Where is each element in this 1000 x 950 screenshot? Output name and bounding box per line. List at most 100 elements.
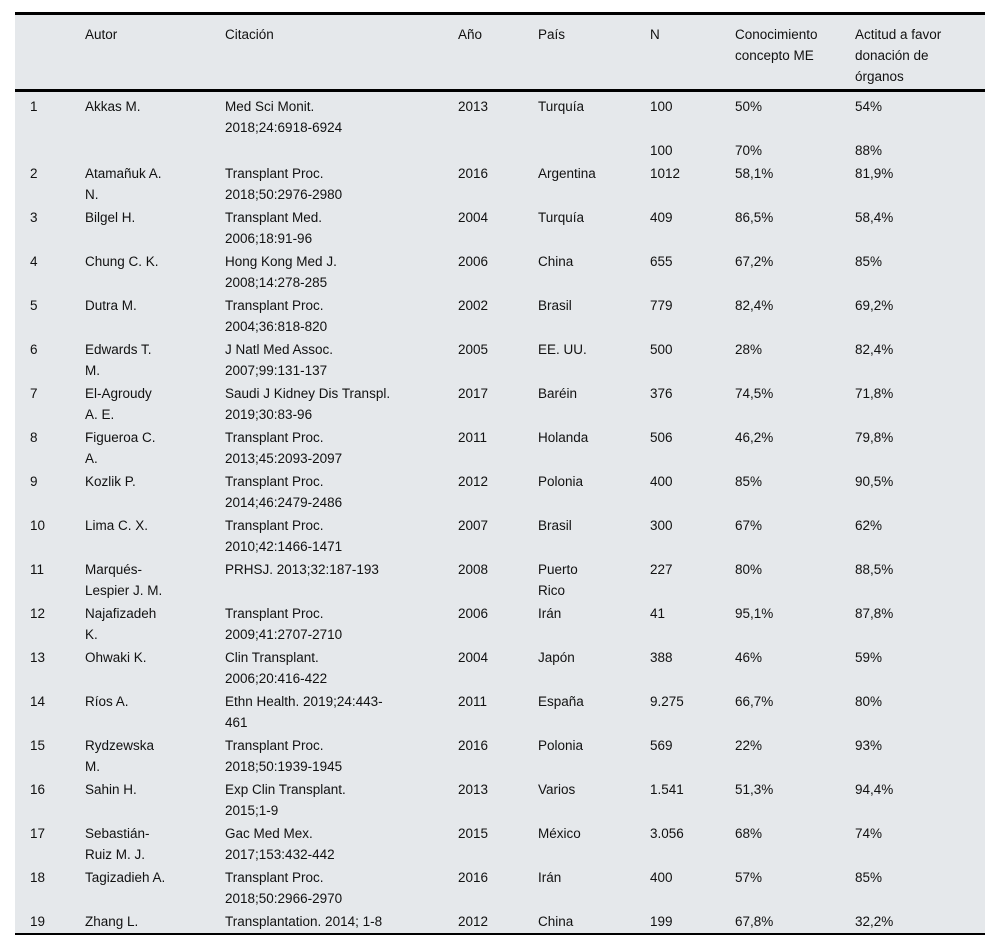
cell-actitud: 94,4% xyxy=(855,782,894,797)
cell-conocimiento: 28% xyxy=(735,342,763,357)
cell-n: 3.056 xyxy=(650,826,684,841)
cell-pais: Irán xyxy=(538,606,562,621)
cell-ano: 2004 xyxy=(458,650,489,665)
cell-pais xyxy=(538,139,650,162)
cell-pais: China xyxy=(538,914,574,929)
cell-n: 409 xyxy=(650,210,673,225)
cell-conocimiento: 67,2% xyxy=(735,254,774,269)
cell-conocimiento: 80% xyxy=(735,562,763,577)
cell-citacion: Transplant Med. 2006;18:91-96 xyxy=(225,210,323,246)
column-header-actitud: Actitud a favor donación de órganos xyxy=(855,13,985,92)
cell-citacion: Transplant Proc. 2018;50:2966-2970 xyxy=(225,870,343,906)
cell-autor: El-Agroudy A. E. xyxy=(85,386,152,422)
cell-num xyxy=(15,139,85,162)
cell-conocimiento: 58,1% xyxy=(735,166,774,181)
table-row: 17 Sebastián-Ruiz M. J. Gac Med Mex. 2017;… xyxy=(15,822,985,866)
cell-n: 400 xyxy=(650,870,673,885)
cell-pais: España xyxy=(538,694,584,709)
cell-n: 655 xyxy=(650,254,673,269)
cell-actitud: 90,5% xyxy=(855,474,894,489)
cell-actitud: 93% xyxy=(855,738,883,753)
table-row: 19 Zhang L. Transplantation. 2014; 1-8 2012… xyxy=(15,910,985,934)
cell-autor: Akkas M. xyxy=(85,99,141,114)
cell-actitud: 88% xyxy=(855,143,883,158)
cell-pais: Argentina xyxy=(538,166,596,181)
cell-citacion: Clin Transplant. 2006;20:416-422 xyxy=(225,650,328,686)
cell-pais: Polonia xyxy=(538,474,584,489)
cell-actitud: 82,4% xyxy=(855,342,894,357)
cell-citacion: Transplant Proc. 2010;42:1466-1471 xyxy=(225,518,343,554)
cell-ano: 2002 xyxy=(458,298,489,313)
table-row: 12 Najafizadeh K. Transplant Proc. 2009;41… xyxy=(15,602,985,646)
cell-actitud: 59% xyxy=(855,650,883,665)
column-header-citacion: Citación xyxy=(225,13,458,92)
cell-conocimiento: 82,4% xyxy=(735,298,774,313)
cell-pais: México xyxy=(538,826,581,841)
cell-autor: Rydzewska M. xyxy=(85,738,155,774)
table-row: 18 Tagizadieh A. Transplant Proc. 2018;50:… xyxy=(15,866,985,910)
column-header-pais: País xyxy=(538,13,650,92)
cell-autor: Tagizadieh A. xyxy=(85,870,166,885)
cell-conocimiento: 46,2% xyxy=(735,430,774,445)
table-row: 13 Ohwaki K. Clin Transplant. 2006;20:416-… xyxy=(15,646,985,690)
cell-autor: Marqués-Lespier J. M. xyxy=(85,562,163,598)
cell-citacion: Gac Med Mex. 2017;153:432-442 xyxy=(225,826,335,862)
cell-num: 5 xyxy=(30,298,38,313)
cell-actitud: 85% xyxy=(855,870,883,885)
cell-ano: 2005 xyxy=(458,342,489,357)
cell-pais: Turquía xyxy=(538,99,585,114)
cell-citacion: Transplantation. 2014; 1-8 xyxy=(225,914,383,929)
cell-num: 1 xyxy=(30,99,38,114)
table-row: 16 Sahin H. Exp Clin Transplant. 2015;1-9 2… xyxy=(15,778,985,822)
table-row: 9 Kozlik P. Transplant Proc. 2014;46:2479-… xyxy=(15,470,985,514)
table-row: 8 Figueroa C. A. Transplant Proc. 2013;45:… xyxy=(15,426,985,470)
cell-citacion: Transplant Proc. 2018;50:1939-1945 xyxy=(225,738,343,774)
cell-pais: Baréin xyxy=(538,386,578,401)
cell-n: 100 xyxy=(650,143,673,158)
cell-autor xyxy=(85,139,225,162)
cell-conocimiento: 67,8% xyxy=(735,914,774,929)
cell-ano: 2008 xyxy=(458,562,489,577)
cell-autor: Kozlik P. xyxy=(85,474,136,489)
cell-citacion: PRHSJ. 2013;32:187-193 xyxy=(225,562,379,577)
cell-pais: Holanda xyxy=(538,430,589,445)
cell-n: 569 xyxy=(650,738,673,753)
cell-citacion: Transplant Proc. 2014;46:2479-2486 xyxy=(225,474,343,510)
cell-autor: Bilgel H. xyxy=(85,210,136,225)
cell-conocimiento: 74,5% xyxy=(735,386,774,401)
cell-actitud: 62% xyxy=(855,518,883,533)
cell-conocimiento: 68% xyxy=(735,826,763,841)
cell-conocimiento: 85% xyxy=(735,474,763,489)
table-row: 15 Rydzewska M. Transplant Proc. 2018;50:1… xyxy=(15,734,985,778)
cell-num: 15 xyxy=(30,738,46,753)
cell-autor: Sebastián-Ruiz M. J. xyxy=(85,826,150,862)
cell-ano: 2013 xyxy=(458,782,489,797)
cell-conocimiento: 70% xyxy=(735,143,763,158)
cell-autor: Sahin H. xyxy=(85,782,137,797)
cell-pais: Puerto Rico xyxy=(538,562,578,598)
cell-pais: Japón xyxy=(538,650,575,665)
cell-autor: Najafizadeh K. xyxy=(85,606,157,642)
table-subrow: 100 70% 88% xyxy=(15,139,985,162)
cell-autor: Edwards T. M. xyxy=(85,342,152,378)
cell-conocimiento: 51,3% xyxy=(735,782,774,797)
column-header-conocimiento: Conocimiento concepto ME xyxy=(735,13,855,92)
header-row: Autor Citación Año País N Conocimiento c… xyxy=(15,13,985,92)
cell-ano: 2013 xyxy=(458,99,489,114)
cell-pais: Brasil xyxy=(538,518,572,533)
cell-citacion: Med Sci Monit. 2018;24:6918-6924 xyxy=(225,99,343,135)
table-row: 3 Bilgel H. Transplant Med. 2006;18:91-96 2… xyxy=(15,206,985,250)
cell-pais: EE. UU. xyxy=(538,342,587,357)
cell-ano: 2007 xyxy=(458,518,489,533)
cell-pais: China xyxy=(538,254,574,269)
cell-autor: Atamañuk A. N. xyxy=(85,166,162,202)
cell-autor: Zhang L. xyxy=(85,914,139,929)
cell-autor: Dutra M. xyxy=(85,298,137,313)
cell-n: 506 xyxy=(650,430,673,445)
cell-num: 8 xyxy=(30,430,38,445)
table-header: Autor Citación Año País N Conocimiento c… xyxy=(15,13,985,92)
cell-ano: 2004 xyxy=(458,210,489,225)
cell-conocimiento: 95,1% xyxy=(735,606,774,621)
cell-pais: Irán xyxy=(538,870,562,885)
cell-ano: 2016 xyxy=(458,870,489,885)
